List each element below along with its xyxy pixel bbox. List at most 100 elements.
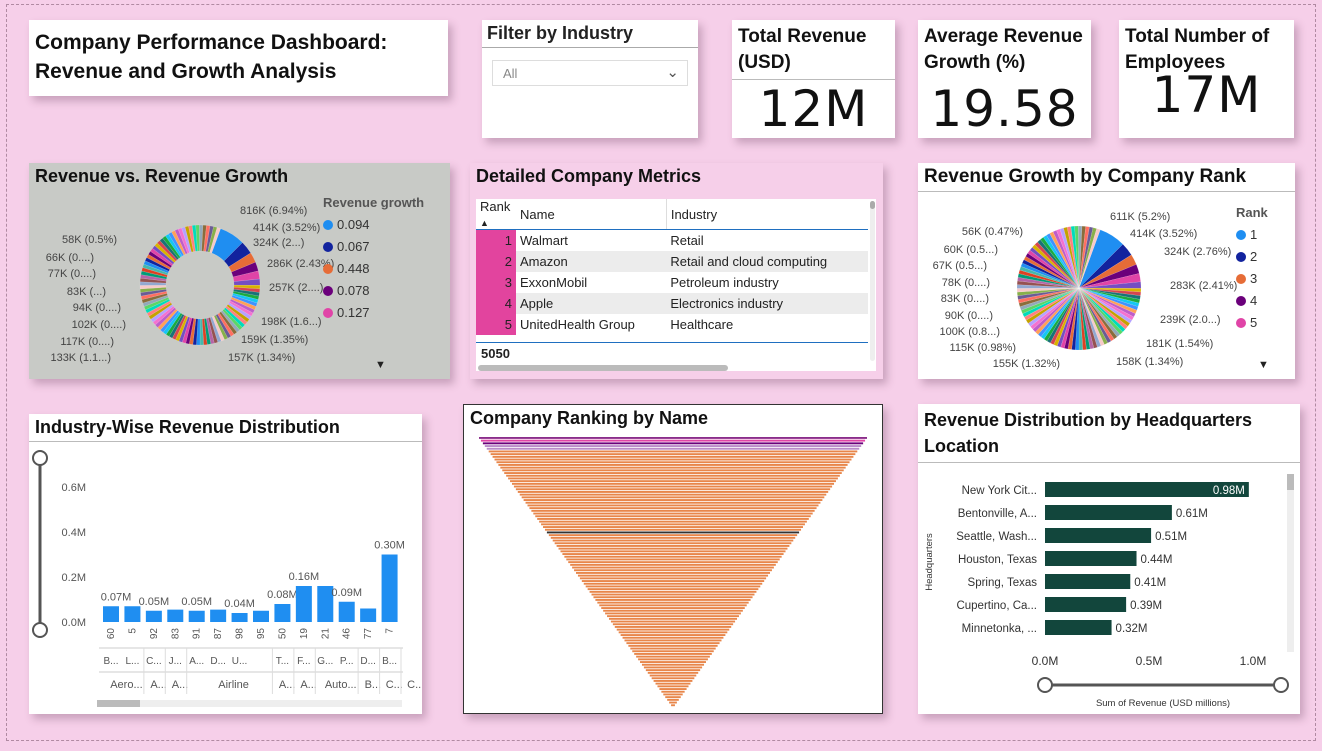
funnel-bar[interactable] [591, 593, 755, 596]
hq-bar[interactable] [1045, 620, 1112, 635]
funnel-bar[interactable] [655, 682, 691, 685]
pie-slice[interactable] [1078, 287, 1142, 296]
scroll-down-icon[interactable]: ▼ [375, 359, 386, 371]
industry-bar[interactable] [295, 586, 312, 622]
industry-bar[interactable] [145, 610, 162, 622]
pie-slice[interactable] [1074, 225, 1080, 289]
pie-slice[interactable] [1078, 287, 1112, 344]
funnel-bar[interactable] [667, 698, 679, 701]
industry-bar[interactable] [210, 609, 227, 622]
rank-pie-card[interactable]: Revenue Growth by Company Rank 611K (5.2… [918, 163, 1295, 379]
funnel-bar[interactable] [581, 580, 765, 582]
pie-slice[interactable] [1075, 287, 1080, 351]
pie-slice[interactable] [232, 293, 259, 304]
funnel-bar[interactable] [533, 512, 813, 515]
hq-bar[interactable] [1045, 482, 1249, 497]
industry-bar[interactable] [231, 613, 248, 622]
pie-slice[interactable] [162, 235, 181, 259]
funnel-bar[interactable] [482, 442, 864, 445]
funnel-bar[interactable] [624, 639, 722, 642]
column-header-industry[interactable]: Industry [666, 199, 868, 230]
pie-slice[interactable] [233, 285, 261, 290]
pie-slice[interactable] [1078, 287, 1140, 307]
pie-slice[interactable] [203, 225, 211, 252]
funnel-bar[interactable] [511, 482, 835, 485]
pie-slice[interactable] [1017, 277, 1080, 289]
pie-slice[interactable] [189, 318, 197, 345]
pie-slice[interactable] [199, 318, 204, 346]
pie-slice[interactable] [1032, 244, 1080, 289]
pie-slice[interactable] [222, 308, 243, 331]
industry-bar[interactable] [360, 608, 377, 623]
rank-legend-item[interactable]: 2 [1236, 249, 1268, 264]
pie-slice[interactable] [1046, 233, 1080, 289]
pie-slice[interactable] [1030, 287, 1080, 330]
pie-slice[interactable] [1078, 254, 1137, 289]
pie-slice[interactable] [1016, 280, 1080, 289]
funnel-bar[interactable] [544, 528, 802, 531]
pie-slice[interactable] [1078, 287, 1098, 349]
pie-slice[interactable] [139, 281, 167, 286]
pie-slice[interactable] [152, 305, 175, 326]
funnel-bar[interactable] [572, 566, 774, 569]
donut-legend-item[interactable]: 0.127 [323, 305, 424, 320]
column-header-rank[interactable]: Rank ▲ [476, 199, 516, 230]
pie-slice[interactable] [1027, 249, 1080, 289]
hq-bar[interactable] [1045, 597, 1127, 612]
pie-slice[interactable] [154, 242, 176, 263]
funnel-bar[interactable] [632, 650, 714, 653]
pie-slice[interactable] [1052, 230, 1080, 289]
rank-legend-item[interactable]: 1 [1236, 227, 1268, 242]
horizontal-scrollbar-thumb[interactable] [97, 700, 140, 707]
pie-slice[interactable] [1078, 287, 1118, 340]
pie-slice[interactable] [1078, 287, 1115, 342]
funnel-bar[interactable] [597, 601, 749, 604]
hq-bar-chart[interactable]: New York Cit... 0.98M Bentonville, A... 0.6… [918, 462, 1300, 712]
donut-legend-item[interactable]: 0.448 [323, 261, 424, 276]
pie-slice[interactable] [1025, 287, 1080, 324]
pie-slice[interactable] [140, 291, 168, 300]
funnel-bar[interactable] [605, 612, 741, 615]
pie-slice[interactable] [1078, 287, 1133, 324]
industry-bar[interactable] [381, 554, 398, 623]
industry-revenue-card[interactable]: Industry-Wise Revenue Distribution 0.0M 0… [29, 414, 422, 714]
pie-slice[interactable] [1022, 287, 1080, 318]
funnel-bar[interactable] [560, 550, 786, 553]
pie-slice[interactable] [1060, 287, 1080, 349]
funnel-bar[interactable] [535, 515, 811, 518]
pie-slice[interactable] [175, 315, 189, 342]
pie-slice[interactable] [1078, 226, 1094, 289]
funnel-bar[interactable] [527, 504, 819, 507]
funnel-bar[interactable] [628, 644, 718, 647]
pie-slice[interactable] [1063, 226, 1080, 289]
pie-slice[interactable] [157, 240, 178, 262]
pie-slice[interactable] [181, 226, 192, 253]
funnel-bar[interactable] [643, 666, 703, 669]
pie-slice[interactable] [232, 270, 260, 282]
funnel-bar[interactable] [486, 447, 860, 450]
funnel-bar[interactable] [593, 596, 753, 599]
pie-slice[interactable] [1056, 228, 1080, 289]
pie-slice[interactable] [1017, 273, 1080, 289]
industry-bar[interactable] [338, 601, 355, 622]
funnel-bar[interactable] [500, 466, 846, 469]
funnel-bar[interactable] [603, 609, 743, 612]
funnel-bar[interactable] [620, 634, 726, 636]
pie-slice[interactable] [192, 318, 199, 346]
funnel-bar[interactable] [599, 604, 747, 607]
hq-bar[interactable] [1045, 574, 1131, 589]
pie-slice[interactable] [207, 317, 218, 344]
funnel-bar[interactable] [506, 474, 840, 477]
funnel-bar[interactable] [622, 636, 724, 639]
slider-handle-right[interactable] [1273, 677, 1289, 693]
funnel-bar[interactable] [498, 464, 848, 466]
pie-slice[interactable] [1053, 287, 1080, 347]
pie-slice[interactable] [1078, 287, 1136, 318]
funnel-bar[interactable] [523, 499, 823, 501]
donut-legend-item[interactable]: 0.094 [323, 217, 424, 232]
industry-bar-chart[interactable]: 0.0M 0.2M 0.4M 0.6M 0.07M 60 B... 5 L... 0.05M 92 C… [29, 442, 422, 712]
pie-slice[interactable] [209, 316, 222, 343]
funnel-bar[interactable] [659, 688, 687, 690]
funnel-bar[interactable] [548, 534, 798, 537]
pie-slice[interactable] [1064, 287, 1080, 350]
